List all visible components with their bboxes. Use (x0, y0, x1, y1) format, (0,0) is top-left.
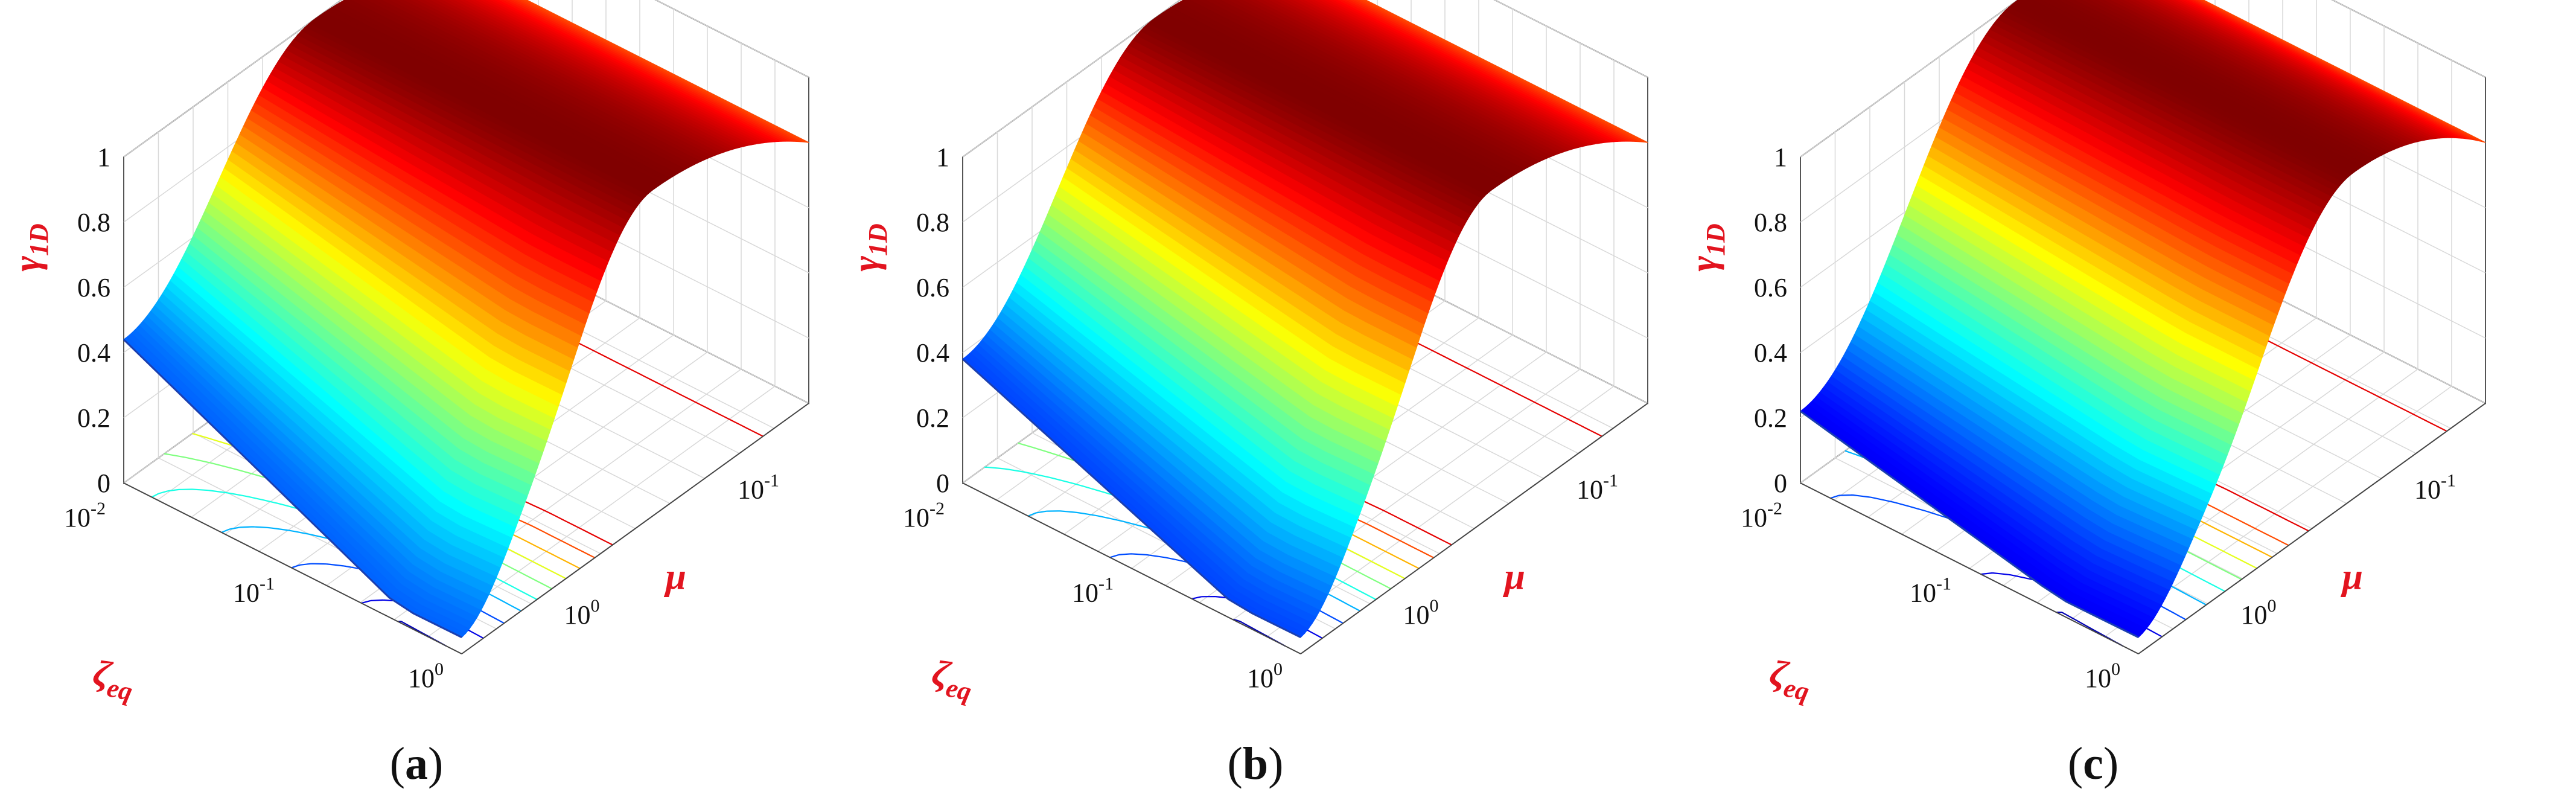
mu-tick-label: 10-1 (2414, 471, 2456, 505)
zeta-axis-label: ζeq (1765, 652, 1816, 707)
z-tick-label: 0.4 (916, 338, 949, 368)
chart-panel-c: 0 0.2 0.4 0.6 0.8 1 10-2 10-1 100 100 10-1 γ1D ζeq μ (… (1683, 0, 2486, 789)
z-tick-label: 1 (1774, 142, 1787, 172)
grid-line-z (1494, 0, 1648, 78)
axis-edge-zeta (1800, 482, 2139, 654)
z-tick-label: 0 (1774, 468, 1787, 498)
mu-axis-label: μ (664, 557, 686, 598)
zeta-tick-label: 10-2 (1741, 499, 1782, 532)
chart-panel-a: 0 0.2 0.4 0.6 0.8 1 10-2 10-1 100 100 10-1 γ1D ζeq μ (… (7, 0, 809, 789)
z-tick-label: 0 (97, 468, 110, 498)
mu-tick-label: 100 (564, 596, 600, 630)
z-tick-label: 0.6 (77, 273, 110, 302)
zeta-axis-label: ζeq (927, 652, 978, 707)
z-tick-label: 0.6 (1754, 273, 1787, 302)
panel-caption: (b) (1228, 738, 1284, 789)
zeta-tick-label: 10-1 (1910, 574, 1951, 608)
panel-caption: (a) (390, 738, 444, 789)
z-axis-label: γ1D (1683, 223, 1730, 272)
z-tick-label: 0.2 (77, 403, 110, 433)
axis-edge-zeta (962, 482, 1301, 654)
z-tick-label: 0.4 (77, 338, 110, 368)
z-tick-label: 0.2 (916, 403, 949, 433)
z-tick-label: 0.8 (77, 208, 110, 237)
z-tick-label: 0.8 (1754, 208, 1787, 237)
zeta-tick-label: 100 (1247, 659, 1283, 693)
axis-edge-mu (461, 403, 809, 654)
z-tick-label: 1 (936, 142, 949, 172)
z-tick-label: 0.4 (1754, 338, 1787, 368)
mu-axis-label: μ (2341, 557, 2363, 598)
zeta-tick-label: 10-2 (903, 499, 945, 532)
axis-edge-mu (1300, 403, 1648, 654)
zeta-tick-label: 10-1 (233, 574, 275, 608)
zeta-tick-label: 100 (408, 659, 444, 693)
grid-line-z (2332, 0, 2486, 78)
z-tick-label: 0.2 (1754, 403, 1787, 433)
surface-front-edge (123, 339, 462, 639)
grid-line-z (655, 0, 809, 78)
mu-tick-label: 100 (1403, 596, 1439, 630)
z-tick-label: 0.6 (916, 273, 949, 302)
z-tick-label: 0.8 (916, 208, 949, 237)
zeta-axis-label: ζeq (88, 652, 139, 707)
mu-axis-label: μ (1503, 557, 1525, 598)
z-tick-label: 1 (97, 142, 110, 172)
chart-panel-b: 0 0.2 0.4 0.6 0.8 1 10-2 10-1 100 100 10-1 γ1D ζeq μ (… (846, 0, 1648, 789)
mu-tick-label: 10-1 (1577, 471, 1618, 505)
mu-tick-label: 100 (2241, 596, 2277, 630)
axis-edge-mu (2138, 403, 2486, 654)
zeta-tick-label: 10-2 (64, 499, 106, 532)
z-axis-label: γ1D (846, 223, 893, 272)
z-tick-label: 0 (936, 468, 949, 498)
axis-edge-zeta (123, 482, 462, 654)
mu-tick-label: 10-1 (738, 471, 779, 505)
zeta-tick-label: 10-1 (1072, 574, 1114, 608)
surface-front-edge (961, 358, 1301, 639)
z-axis-label: γ1D (7, 223, 54, 272)
panel-caption: (c) (2068, 738, 2119, 789)
surface-front-edge (1800, 410, 2139, 639)
zeta-tick-label: 100 (2085, 659, 2120, 693)
